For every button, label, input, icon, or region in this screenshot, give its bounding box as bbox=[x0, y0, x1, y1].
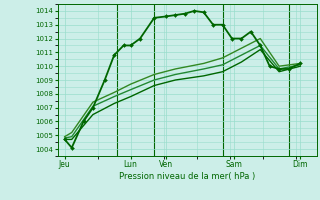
X-axis label: Pression niveau de la mer( hPa ): Pression niveau de la mer( hPa ) bbox=[119, 172, 255, 181]
